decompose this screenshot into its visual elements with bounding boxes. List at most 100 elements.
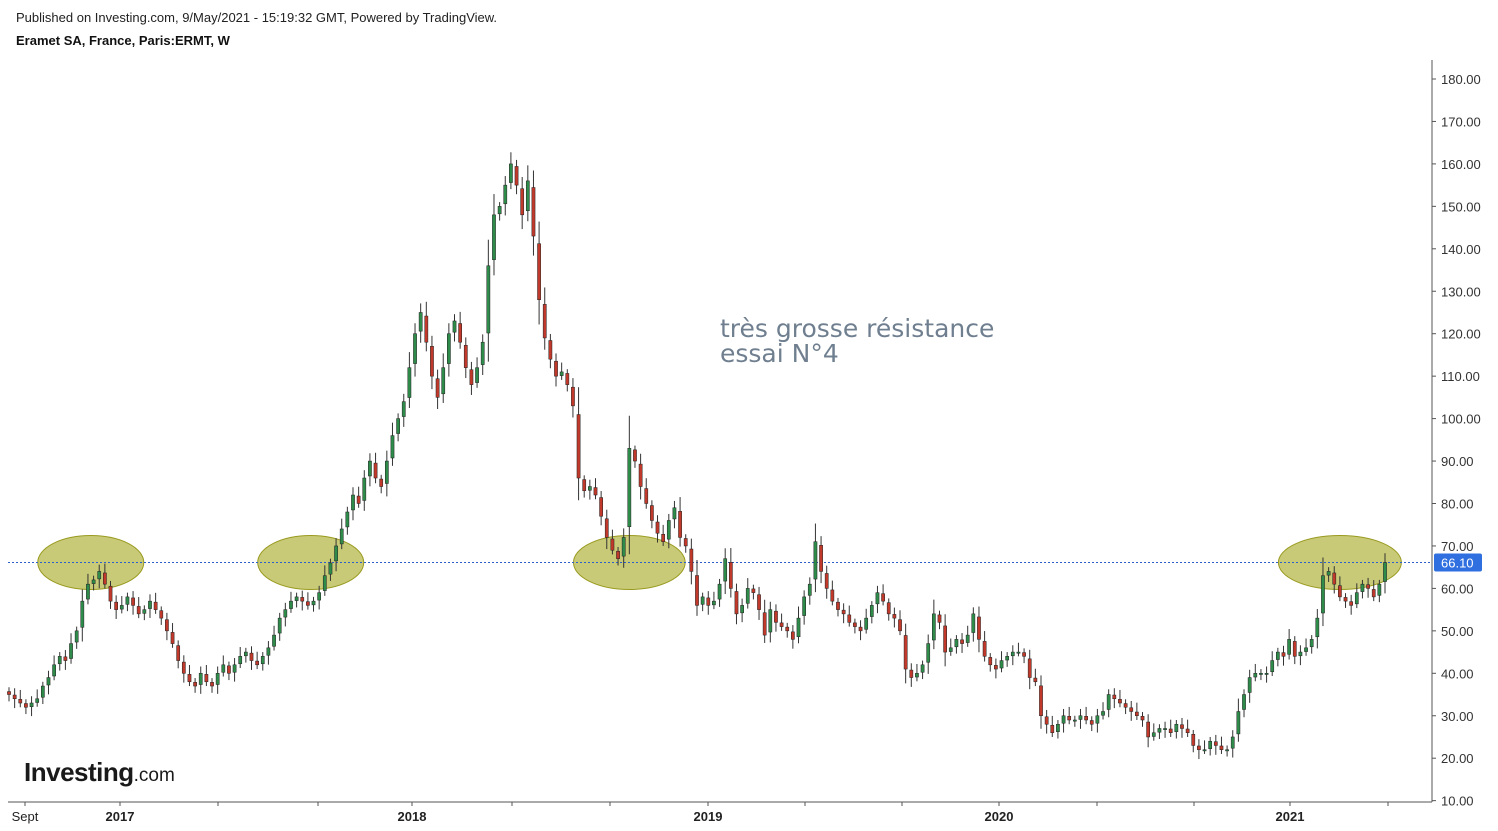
annotation-line-1: très grosse résistance: [720, 314, 994, 343]
price-tick-label: 90.00: [1441, 454, 1474, 469]
candle-body: [869, 605, 874, 617]
candle-body: [1146, 721, 1150, 738]
price-tick-label: 20.00: [1441, 751, 1474, 766]
candle-body: [1360, 583, 1365, 592]
candle-body: [334, 545, 338, 562]
candle-body: [813, 541, 818, 580]
price-tick-label: 30.00: [1441, 709, 1474, 724]
candle-body: [24, 703, 28, 708]
candle-body: [700, 596, 705, 605]
candle-body: [650, 505, 654, 521]
candle-body: [582, 479, 587, 492]
candle-body: [63, 656, 68, 661]
candle-body: [932, 613, 936, 641]
candle-body: [875, 592, 880, 605]
time-axis[interactable]: Sept 2017 2018 2019 2020 2021: [8, 801, 1432, 824]
candle-body: [57, 656, 62, 665]
candle-body: [1005, 656, 1010, 661]
candle-body: [988, 657, 993, 666]
candle-body: [593, 487, 598, 496]
candle-body: [176, 645, 181, 661]
candle-body: [1022, 652, 1026, 657]
candle-body: [1163, 728, 1167, 730]
candle-body: [853, 622, 857, 627]
candle-body: [1321, 575, 1325, 614]
candle-body: [339, 528, 344, 545]
candle-body: [768, 609, 773, 633]
candle-body: [1309, 639, 1314, 648]
annotation-text[interactable]: très grosse résistance essai N°4: [720, 314, 994, 368]
candle-body: [1208, 740, 1213, 749]
candle-body: [170, 632, 175, 644]
annotation-line-2: essai N°4: [720, 339, 839, 368]
candle-body: [1010, 651, 1015, 657]
candle-body: [915, 673, 919, 678]
candle-body: [69, 643, 73, 659]
price-tick-label: 10.00: [1441, 794, 1474, 809]
published-info: Published on Investing.com, 9/May/2021 -…: [16, 10, 498, 25]
candle-body: [294, 596, 299, 601]
candle-body: [362, 477, 367, 501]
candle-body: [683, 538, 688, 547]
candle-body: [373, 462, 378, 479]
candle-body: [965, 634, 970, 643]
price-axis[interactable]: 180.00 170.00 160.00 150.00 140.00 130.00 120.…: [1431, 60, 1481, 809]
candle-body: [627, 448, 632, 528]
candle-body: [300, 597, 305, 602]
candle-body: [1366, 584, 1370, 589]
candle-body: [802, 596, 806, 616]
candle-body: [29, 702, 34, 708]
candle-body: [943, 625, 947, 653]
candle-body: [791, 631, 795, 640]
candle-body: [492, 214, 496, 260]
candle-body: [520, 188, 525, 216]
candle-body: [599, 497, 603, 517]
candle-body: [277, 617, 282, 634]
candle-body: [1338, 585, 1342, 598]
candle-body: [1264, 673, 1269, 675]
candle-body: [181, 661, 186, 674]
candle-body: [497, 206, 502, 215]
candle-body: [396, 418, 400, 434]
candle-body: [1343, 597, 1348, 602]
candle-body: [588, 486, 592, 491]
candle-body: [1106, 694, 1111, 710]
candle-body: [193, 682, 197, 687]
price-tick-label: 140.00: [1441, 242, 1481, 257]
candle-body: [249, 652, 254, 661]
candle-body: [706, 597, 711, 606]
candle-body: [458, 323, 462, 343]
price-tick-label: 70.00: [1441, 539, 1474, 554]
candle-body: [1298, 651, 1303, 657]
candle-body: [819, 545, 823, 572]
candle-body: [40, 685, 45, 698]
candle-body: [565, 373, 570, 385]
candle-body: [633, 449, 637, 462]
candle-body: [1219, 745, 1224, 750]
candle-body: [559, 371, 564, 376]
candle-body: [407, 367, 412, 398]
candle-body: [131, 597, 135, 606]
candle-body: [475, 367, 479, 383]
candle-body: [1349, 601, 1354, 606]
candle-body: [909, 669, 914, 678]
candle-body: [728, 562, 733, 589]
candle-body: [554, 360, 558, 377]
candle-body: [994, 665, 998, 670]
candle-body: [80, 600, 85, 628]
candle-body: [644, 488, 649, 504]
candle-body: [1123, 703, 1128, 708]
candle-body: [204, 674, 209, 683]
price-tick-label: 80.00: [1441, 497, 1474, 512]
time-tick-label: 2018: [398, 809, 427, 824]
candle-body: [430, 346, 434, 377]
candle-body: [215, 673, 220, 685]
candle-body: [1213, 741, 1218, 746]
candle-body: [1354, 592, 1359, 605]
candle-body: [108, 585, 113, 602]
candle-body: [1168, 728, 1173, 733]
candle-body: [886, 602, 891, 615]
candle-body: [1230, 736, 1235, 749]
candle-body: [7, 691, 11, 695]
